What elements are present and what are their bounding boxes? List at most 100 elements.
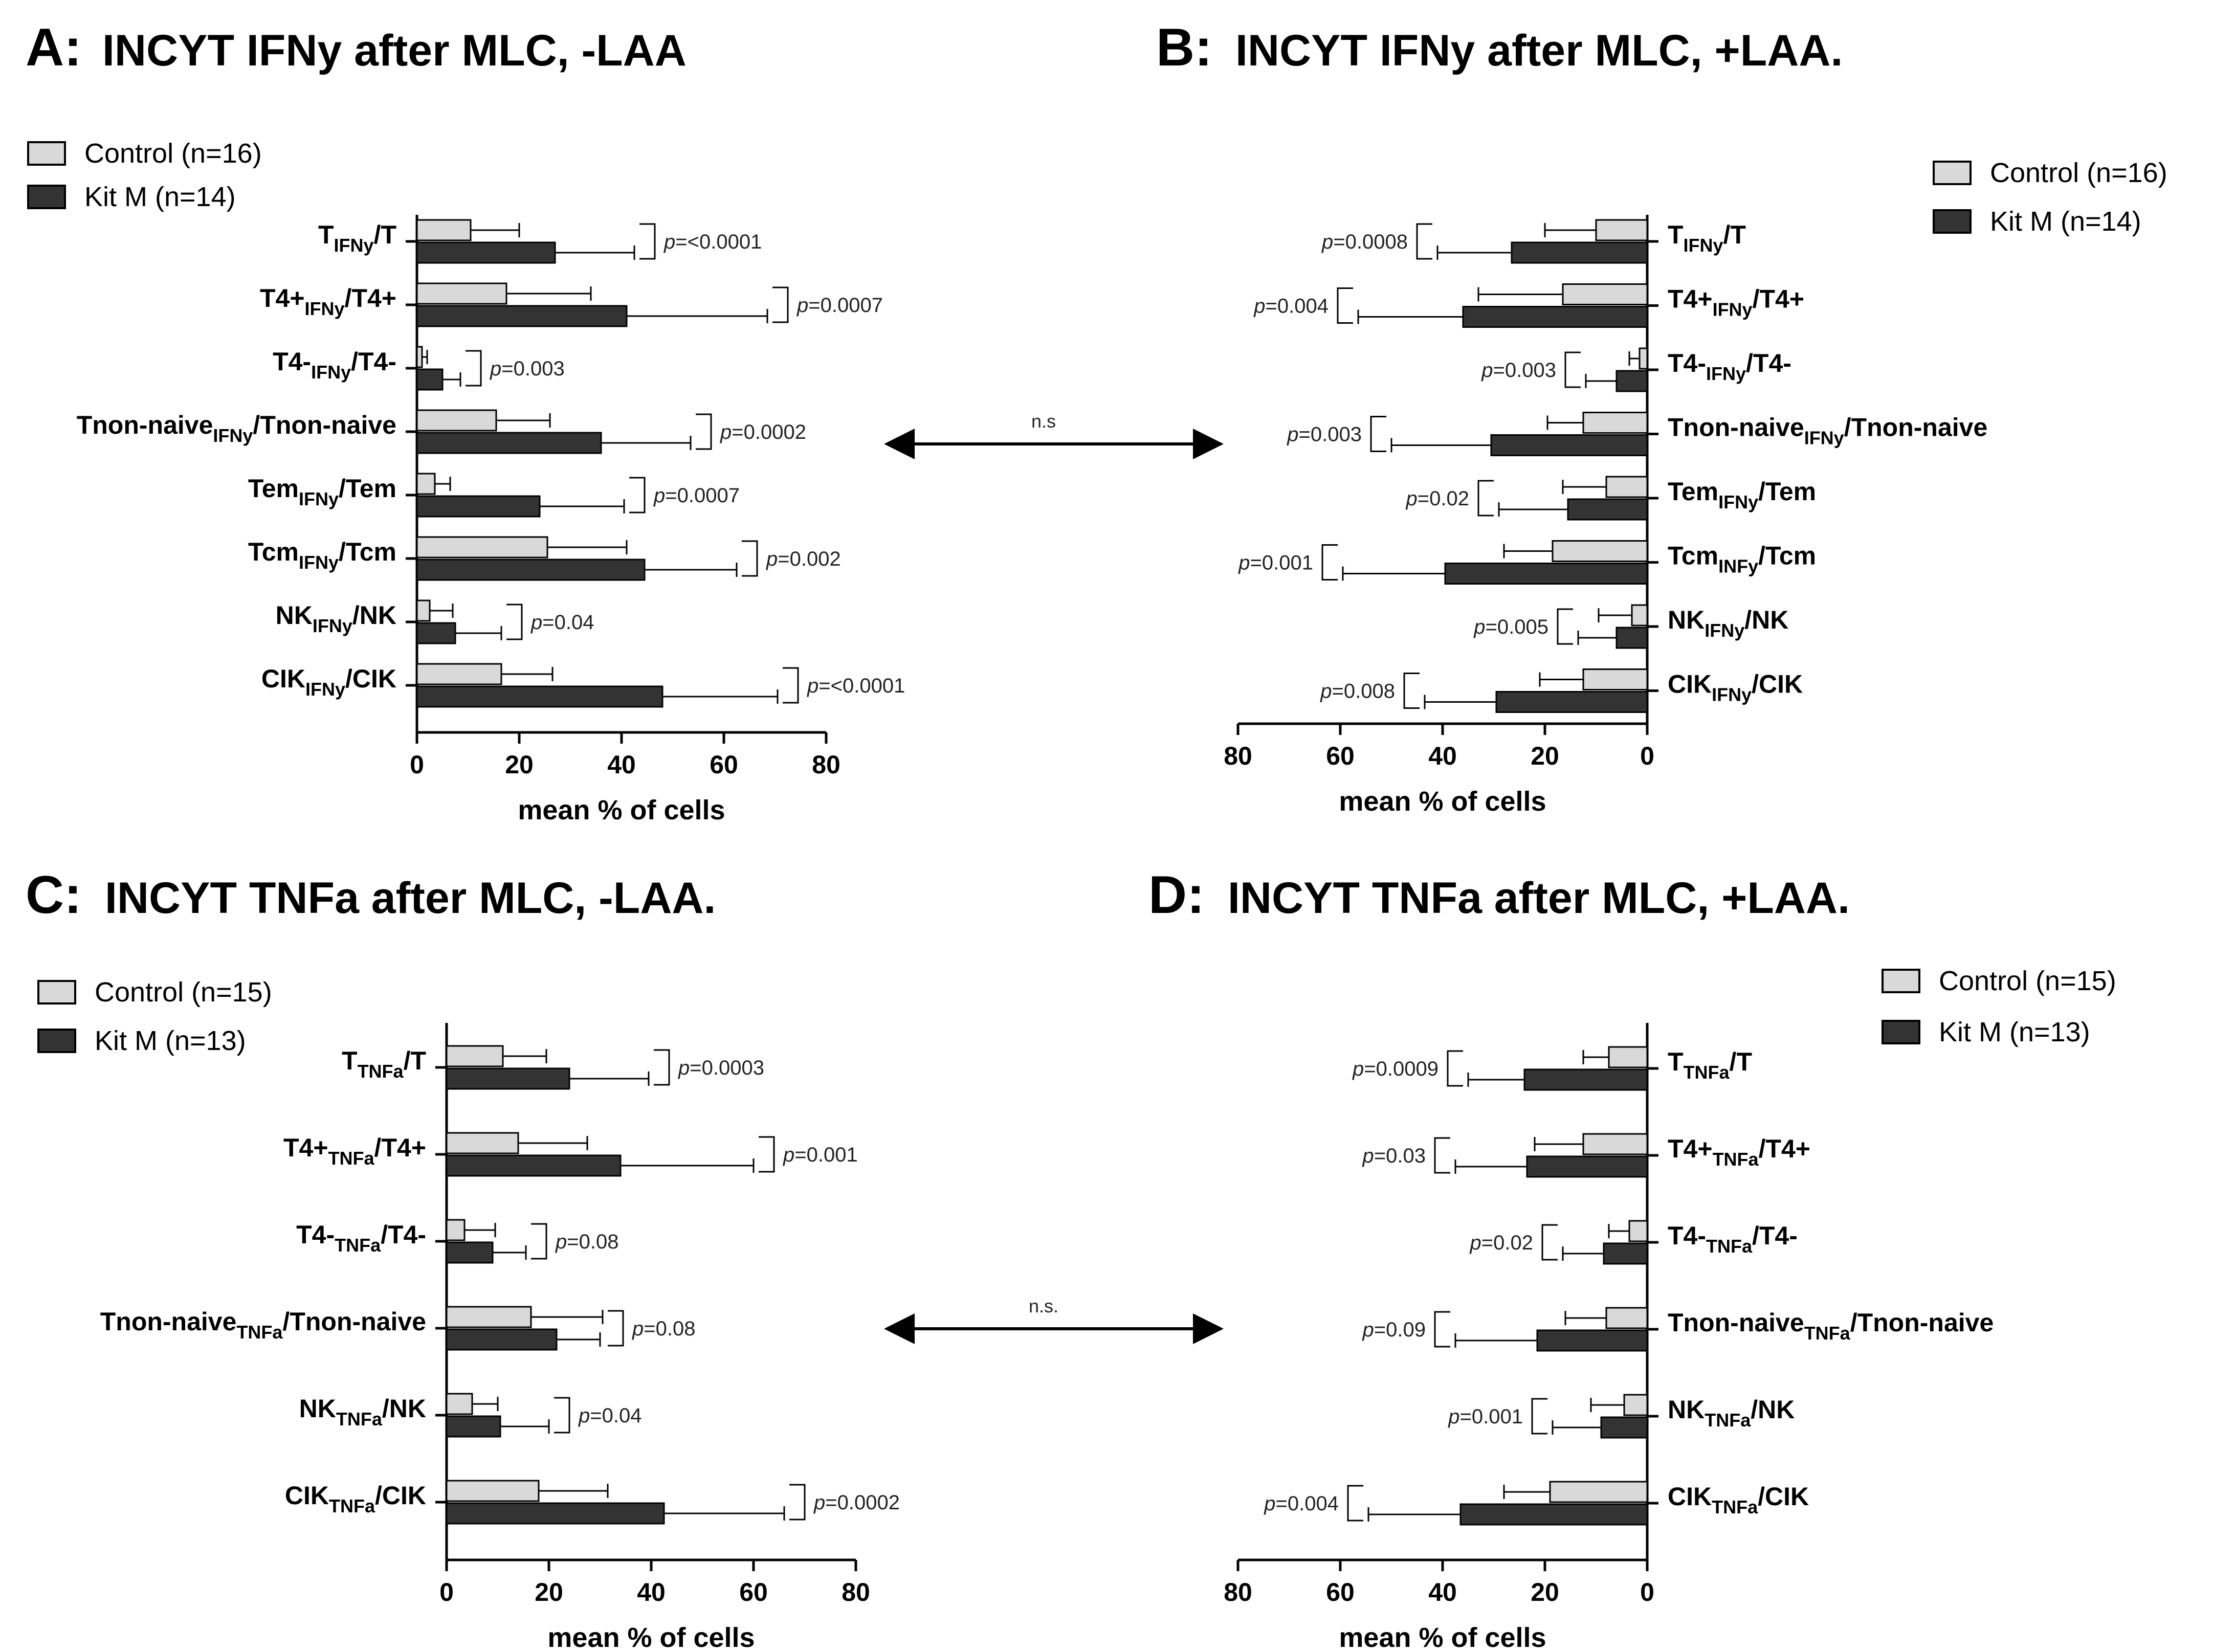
category-sub: TNFa	[335, 1235, 381, 1256]
p-value: p=0.0002	[813, 1491, 900, 1514]
p-value-number: =0.004	[1266, 295, 1329, 318]
bar-control	[446, 1132, 519, 1154]
category-label: NKIFNy/NK	[276, 601, 396, 636]
category-label: CIKIFNy/CIK	[261, 664, 396, 700]
panel-d: D: INCYT TNFa after MLC, +LAA. Control (n=…	[1148, 865, 2116, 1652]
bar-control	[416, 346, 423, 368]
p-value: p=0.09	[1362, 1319, 1426, 1341]
p-symbol: p	[1470, 1232, 1481, 1254]
category-tail: /T4-	[1752, 1221, 1798, 1250]
x-tick-label: 0	[1640, 742, 1654, 770]
p-value: p=0.001	[1238, 552, 1313, 574]
bar-control	[416, 409, 497, 432]
legend-label: Kit M (n=14)	[1990, 206, 2141, 237]
p-value: p=0.003	[1287, 423, 1362, 446]
category-label: Tnon-naiveIFNy/Tnon-naive	[1668, 413, 1987, 449]
significance-bracket	[1434, 1311, 1450, 1348]
p-symbol: p	[783, 1144, 794, 1166]
legend-swatch	[37, 1029, 76, 1053]
bar-kit-m	[1459, 1503, 1648, 1526]
legend-label: Kit M (n=13)	[95, 1025, 246, 1056]
p-symbol: p	[1481, 359, 1493, 382]
significance-bracket	[1557, 608, 1573, 645]
p-symbol: p	[1264, 1492, 1275, 1515]
p-symbol: p	[1473, 616, 1485, 638]
p-value: p=0.002	[766, 548, 841, 570]
category-tail: /NK	[352, 601, 396, 630]
p-value-number: =0.03	[1374, 1145, 1426, 1167]
category-sub: IFNy	[305, 679, 345, 700]
bar-kit-m	[1603, 1242, 1648, 1265]
category-main: T4-	[1668, 349, 1706, 377]
category-label: TemIFNy/Tem	[1668, 477, 1816, 512]
bar-kit-m	[1462, 306, 1648, 328]
category-label: T4-TNFa/T4-	[1668, 1221, 1798, 1257]
bar-control	[1608, 1046, 1648, 1068]
p-value-number: =0.001	[1460, 1405, 1523, 1428]
category-sub: TNFa	[1713, 1149, 1759, 1170]
p-value: p=0.0009	[1352, 1058, 1439, 1080]
significance-bracket	[608, 1310, 624, 1347]
legend-label: Kit M (n=14)	[84, 182, 236, 212]
category-tail: /CIK	[1752, 670, 1803, 699]
category-sub: TNFa	[236, 1322, 283, 1343]
x-tick-label: 80	[812, 750, 840, 779]
p-value-number: =0.001	[794, 1144, 857, 1166]
x-tick-label: 40	[607, 750, 636, 779]
category-main: NK	[1668, 606, 1705, 634]
bar-control	[416, 219, 472, 241]
category-label: T4+IFNy/T4+	[260, 284, 396, 319]
significance-bracket	[1416, 223, 1432, 260]
p-value: p=0.08	[555, 1231, 618, 1253]
category-main: T4-	[273, 347, 311, 376]
category-label: T4+IFNy/T4+	[1668, 285, 1804, 320]
p-value-number: =0.0009	[1364, 1058, 1439, 1080]
category-sub: IFNy	[334, 235, 374, 256]
bar-control	[416, 536, 548, 559]
panel-title: INCYT TNFa after MLC, -LAA.	[105, 874, 716, 923]
x-tick-label: 20	[1531, 742, 1559, 770]
p-symbol: p	[663, 231, 675, 253]
category-tail: /T4-	[1746, 349, 1791, 377]
bar-control	[1582, 412, 1648, 434]
category-main: T4+	[1668, 1134, 1713, 1163]
p-value: p=0.08	[632, 1318, 695, 1340]
category-label: CIKTNFa/CIK	[285, 1481, 426, 1516]
x-tick-label: 20	[535, 1578, 563, 1606]
ns-label: n.s	[1031, 411, 1056, 432]
bar-control	[1595, 219, 1648, 241]
significance-bracket	[506, 604, 523, 640]
p-value: p=0.02	[1470, 1232, 1533, 1254]
category-label: TcmINFy/Tcm	[1668, 542, 1816, 577]
bar-control	[416, 663, 502, 685]
p-value: p=0.004	[1264, 1492, 1339, 1515]
significance-bracket	[1370, 416, 1386, 452]
category-main: T4+	[1668, 285, 1713, 314]
bar-kit-m	[416, 685, 663, 708]
category-tail: /Tem	[339, 474, 396, 503]
category-tail: /T4-	[351, 347, 396, 376]
significance-bracket	[1321, 544, 1338, 581]
bar-control	[1562, 283, 1648, 305]
bar-control	[1623, 1394, 1648, 1416]
p-value: p=<0.0001	[807, 675, 905, 697]
bar-kit-m	[416, 432, 602, 454]
bar-kit-m	[416, 622, 456, 644]
bar-control	[1631, 604, 1648, 627]
legend-swatch	[1933, 161, 1972, 185]
p-symbol: p	[578, 1404, 590, 1427]
p-value-number: =0.04	[590, 1404, 641, 1427]
category-main: T	[318, 220, 334, 249]
category-label: Tnon-naiveTNFa/Tnon-naive	[100, 1307, 426, 1343]
panel-title: INCYT IFNy after MLC, +LAA.	[1235, 26, 1843, 75]
p-value-number: =0.0002	[732, 421, 806, 443]
bar-control	[1639, 347, 1648, 370]
x-tick-label: 20	[505, 750, 534, 779]
x-tick-label: 0	[410, 750, 424, 779]
category-tail: /T	[1730, 1047, 1752, 1076]
p-value: p=0.0008	[1321, 231, 1408, 253]
category-label: NKTNFa/NK	[1668, 1395, 1795, 1431]
category-sub: TNFa	[358, 1061, 404, 1082]
p-value-number: =0.0007	[808, 294, 883, 317]
category-main: CIK	[261, 664, 305, 693]
